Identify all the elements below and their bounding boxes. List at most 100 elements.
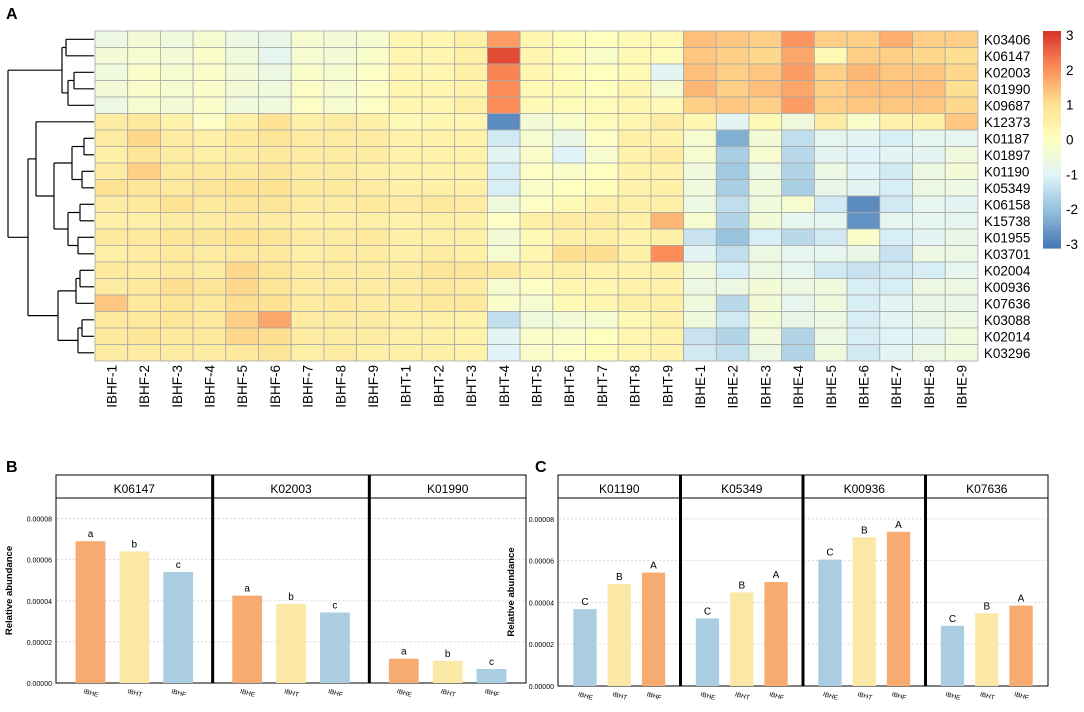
heatmap-cell (94, 245, 129, 263)
colorbar-segment (1043, 31, 1061, 36)
heatmap-cell (617, 80, 652, 98)
heatmap-cell (94, 294, 129, 312)
heatmap-cell (258, 47, 292, 65)
heatmap-cell (159, 195, 194, 213)
bar (886, 531, 911, 686)
bar (818, 559, 842, 686)
heatmap-cell (388, 344, 423, 362)
colorbar-segment (1043, 56, 1061, 61)
heatmap-cell (94, 278, 129, 296)
colorbar-segment (1043, 135, 1061, 141)
heatmap-cell (519, 228, 554, 246)
heatmap-cell (127, 63, 161, 81)
facet-title: K07636 (966, 482, 1008, 496)
column-label: IBHE-2 (726, 365, 741, 409)
row-label: K09687 (984, 98, 1031, 113)
panel-label-a: A (6, 6, 18, 23)
colorbar-segment (1043, 45, 1061, 50)
heatmap-cell (814, 228, 848, 246)
heatmap-cell (258, 344, 292, 362)
bar (1009, 605, 1033, 686)
heatmap-cell (486, 179, 521, 197)
significance-letter: B (738, 580, 745, 591)
heatmap-cell (846, 344, 881, 362)
heatmap-cell (519, 212, 554, 230)
heatmap-cell (454, 30, 488, 48)
heatmap-cell (748, 195, 783, 213)
heatmap-cell (552, 294, 586, 312)
heatmap-cell (258, 162, 292, 180)
column-label: IBHE-6 (857, 365, 872, 409)
heatmap-cell (388, 294, 423, 312)
x-tick-label: IBHE (822, 691, 839, 702)
heatmap-cell (356, 63, 390, 81)
heatmap-cell (585, 195, 619, 213)
heatmap-cell (585, 344, 619, 362)
heatmap-cell (159, 327, 194, 345)
heatmap-cell (225, 294, 259, 312)
heatmap-cell (617, 261, 652, 279)
x-tick-label: IBHE (239, 688, 256, 699)
heatmap-cell (388, 113, 423, 131)
heatmap-cell (650, 47, 685, 65)
heatmap-cell (486, 344, 521, 362)
heatmap-cell (650, 96, 685, 114)
heatmap-cell (519, 278, 554, 296)
heatmap-cell (879, 63, 913, 81)
heatmap-cell (290, 146, 325, 164)
heatmap-cell (552, 278, 586, 296)
heatmap-cell (421, 63, 456, 81)
heatmap-cell (421, 80, 456, 98)
heatmap-cell (683, 228, 717, 246)
heatmap-cell (617, 278, 652, 296)
colorbar-segment (1043, 161, 1061, 166)
heatmap-cell (617, 228, 652, 246)
heatmap-cell (486, 327, 521, 345)
heatmap-cell (650, 212, 685, 230)
heatmap-cell (650, 228, 685, 246)
heatmap-cell (225, 113, 259, 131)
row-label: K00936 (984, 280, 1031, 295)
heatmap-cell (650, 245, 685, 263)
heatmap-cell (912, 47, 946, 65)
heatmap-cell (356, 344, 390, 362)
heatmap-cell (846, 162, 881, 180)
column-label: IBHE-5 (824, 365, 839, 409)
heatmap-cell (879, 30, 913, 48)
heatmap-cell (715, 278, 750, 296)
y-tick-label: 0.00002 (529, 642, 554, 649)
heatmap-cell (585, 245, 619, 263)
heatmap-cell (814, 311, 848, 329)
heatmap-cell (879, 162, 913, 180)
heatmap-cell (879, 96, 913, 114)
heatmap-cell (388, 63, 423, 81)
heatmap-cell (519, 30, 554, 48)
heatmap-cell (748, 96, 783, 114)
heatmap-cell (323, 228, 357, 246)
y-tick-label: 0.00000 (27, 681, 52, 688)
heatmap-cell (846, 179, 881, 197)
heatmap-cell (290, 30, 325, 48)
heatmap-cell (388, 245, 423, 263)
bar-panel-c: 0.00000 0.00002 0.00004 0.00006 0.00008 Relat… (506, 474, 1049, 702)
heatmap-cell (127, 47, 161, 65)
heatmap-cell (650, 113, 685, 131)
colorbar-segment (1043, 114, 1061, 119)
facet-title: K06147 (114, 482, 156, 496)
heatmap-cell (323, 80, 357, 98)
heatmap-cell (421, 30, 456, 48)
heatmap-cell (323, 195, 357, 213)
heatmap-cell (519, 47, 554, 65)
heatmap-cell (486, 80, 521, 98)
heatmap-cell (715, 47, 750, 65)
heatmap-cell (486, 311, 521, 329)
heatmap-cell (323, 344, 357, 362)
significance-letter: B (861, 525, 868, 536)
significance-letter: A (1018, 594, 1025, 605)
column-label: IBHT-1 (399, 365, 414, 407)
heatmap-cell (127, 30, 161, 48)
heatmap-cell (290, 344, 325, 362)
heatmap-cell (814, 245, 848, 263)
heatmap-cell (715, 129, 750, 147)
heatmap-cell (159, 47, 194, 65)
